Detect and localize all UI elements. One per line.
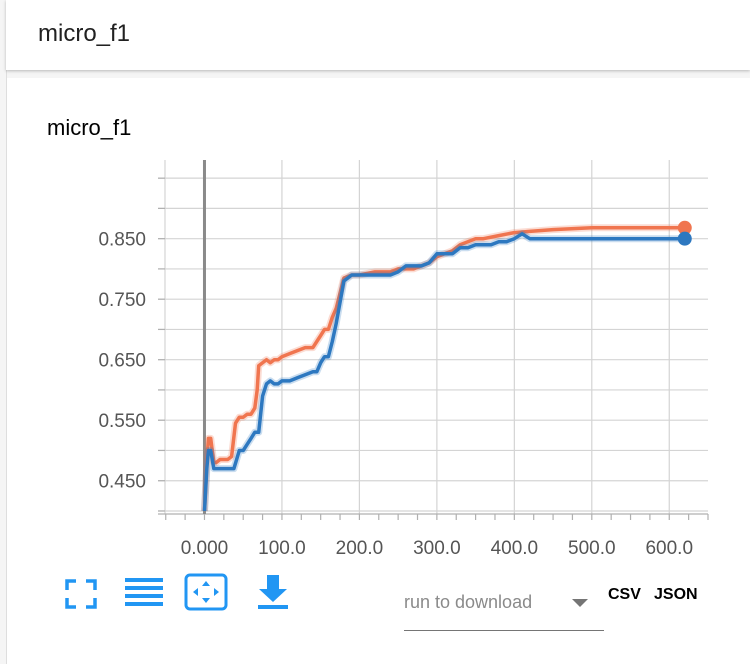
download-button[interactable] <box>250 572 296 612</box>
download-icon <box>258 575 288 609</box>
series-0-line <box>202 226 685 512</box>
run-to-download-select[interactable]: run to download <box>404 584 604 631</box>
x-tick-label: 500.0 <box>568 538 616 559</box>
series-0-raw-line <box>201 224 685 512</box>
chart-title: micro_f1 <box>47 115 132 140</box>
y-tick-label: 0.650 <box>98 351 146 372</box>
fullscreen-button[interactable] <box>58 572 104 612</box>
toggle-log-scale-button[interactable] <box>121 572 167 612</box>
y-tick-label: 0.550 <box>98 411 146 432</box>
series-1-end-point[interactable] <box>677 231 692 246</box>
json-link[interactable]: JSON <box>654 586 698 603</box>
x-tick-label: 0.000 <box>181 538 229 559</box>
category-header[interactable]: micro_f1 <box>6 0 750 70</box>
series-1-raw-line <box>201 230 685 512</box>
x-tick-label: 300.0 <box>413 538 461 559</box>
x-tick-label: 100.0 <box>258 538 306 559</box>
fit-domain-button[interactable] <box>183 572 229 612</box>
y-tick-label: 0.850 <box>98 230 146 251</box>
csv-link[interactable]: CSV <box>608 586 641 603</box>
y-tick-label: 0.450 <box>98 472 146 493</box>
series-1-line <box>202 232 685 512</box>
chevron-down-icon <box>572 599 588 607</box>
x-tick-label: 600.0 <box>645 538 693 559</box>
divider <box>6 70 7 664</box>
y-tick-label: 0.750 <box>98 290 146 311</box>
header-title: micro_f1 <box>38 20 131 47</box>
x-tick-label: 400.0 <box>491 538 539 559</box>
fit-domain-icon <box>184 573 228 611</box>
lines-icon <box>125 578 163 606</box>
series-0-end-point[interactable] <box>677 220 692 235</box>
fullscreen-icon <box>65 579 97 609</box>
x-tick-label: 200.0 <box>336 538 384 559</box>
run-select-placeholder: run to download <box>404 592 533 612</box>
chart-card <box>7 78 750 664</box>
